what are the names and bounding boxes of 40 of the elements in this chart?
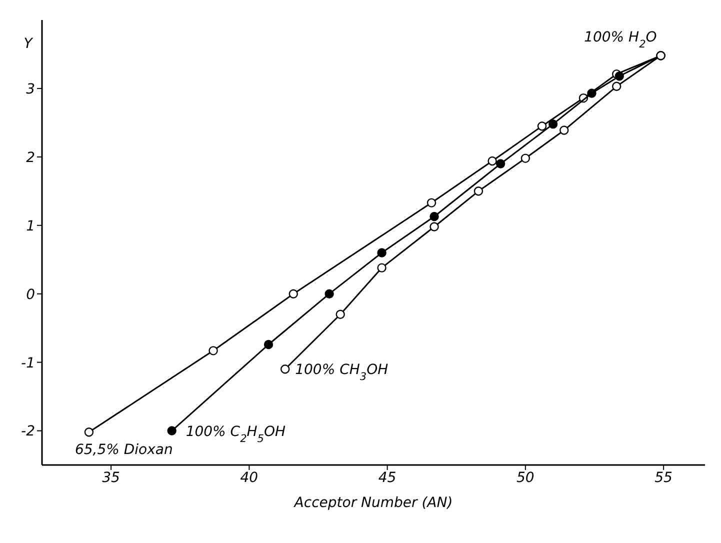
point: [324, 289, 334, 298]
y-tick-label: 1: [26, 218, 35, 234]
x-tick-label: 35: [102, 470, 120, 486]
point: [288, 289, 298, 298]
y-tick-label: -1: [21, 355, 35, 372]
annotation: 100% CH$_{3}$OH: [295, 362, 389, 384]
x-axis-title: Acceptor Number (AN): [293, 494, 453, 511]
point: [520, 154, 530, 163]
point: [496, 159, 506, 168]
point: [264, 340, 274, 350]
point: [208, 346, 218, 356]
annotation: 100% C$_{2}$H$_{5}$OH: [186, 424, 286, 445]
x-tick-label: 55: [654, 470, 673, 486]
point: [167, 426, 176, 436]
point: [474, 186, 484, 196]
point: [587, 88, 596, 98]
point: [377, 248, 386, 258]
point: [430, 212, 439, 222]
point: [377, 263, 386, 272]
point: [560, 126, 569, 135]
y-tick-label: -2: [21, 424, 36, 440]
annotation: 100% H$_{2}$O: [584, 30, 657, 51]
y-tick-label: 3: [26, 81, 35, 98]
annotation: 65,5% Dioxan: [74, 442, 173, 458]
y-tick-label: 0: [26, 286, 36, 303]
point: [336, 310, 345, 319]
y-axis-title: Y: [24, 36, 34, 52]
point: [614, 72, 624, 81]
point: [537, 122, 547, 131]
point: [488, 156, 497, 166]
point: [430, 222, 439, 232]
point: [84, 428, 94, 437]
x-tick-label: 50: [516, 470, 534, 486]
point: [612, 82, 622, 92]
point: [280, 364, 290, 374]
point: [426, 198, 436, 208]
y-tick-label: 2: [26, 150, 36, 166]
x-tick-label: 40: [240, 470, 258, 486]
x-tick-label: 45: [378, 470, 396, 486]
point: [548, 119, 558, 129]
